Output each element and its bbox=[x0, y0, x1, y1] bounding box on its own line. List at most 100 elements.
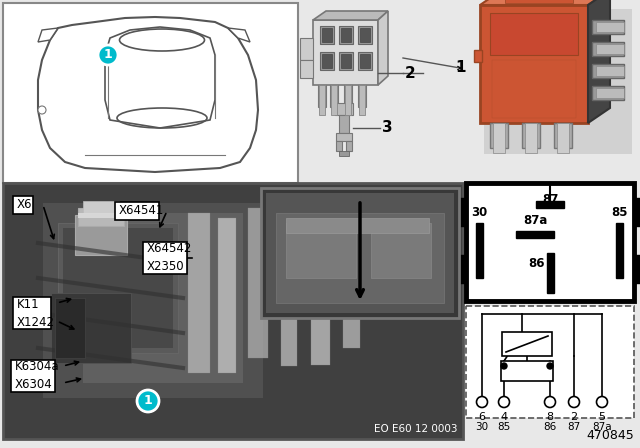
Bar bbox=[547, 253, 554, 293]
Bar bbox=[505, 0, 573, 3]
Circle shape bbox=[501, 363, 507, 369]
Bar bbox=[525, 123, 537, 153]
Bar bbox=[490, 123, 508, 148]
Circle shape bbox=[568, 396, 579, 408]
Text: 3: 3 bbox=[382, 121, 392, 135]
Bar bbox=[188, 213, 210, 373]
Polygon shape bbox=[228, 28, 250, 42]
Text: 4: 4 bbox=[500, 412, 508, 422]
Circle shape bbox=[38, 106, 46, 114]
Text: 8: 8 bbox=[547, 412, 554, 422]
Bar bbox=[490, 13, 578, 55]
Bar bbox=[320, 52, 334, 70]
Bar bbox=[43, 203, 263, 398]
Bar bbox=[466, 183, 634, 301]
Bar bbox=[143, 242, 187, 274]
Text: 470845: 470845 bbox=[586, 429, 634, 442]
Bar bbox=[592, 64, 624, 78]
Bar bbox=[360, 28, 370, 42]
Bar bbox=[339, 26, 353, 44]
Bar bbox=[634, 255, 640, 283]
Text: 87a: 87a bbox=[523, 214, 547, 227]
Bar bbox=[516, 231, 554, 238]
Bar bbox=[339, 52, 353, 70]
Bar bbox=[341, 54, 351, 68]
PathPatch shape bbox=[38, 17, 258, 172]
Text: 6: 6 bbox=[479, 412, 486, 422]
Bar bbox=[360, 54, 370, 68]
Bar bbox=[335, 103, 353, 115]
Bar bbox=[476, 223, 483, 278]
Bar bbox=[115, 202, 159, 220]
Bar bbox=[359, 85, 365, 115]
Text: 5: 5 bbox=[598, 412, 605, 422]
Bar bbox=[484, 9, 632, 154]
Bar bbox=[55, 298, 85, 358]
Bar bbox=[450, 198, 466, 226]
Circle shape bbox=[596, 396, 607, 408]
Text: 30: 30 bbox=[476, 422, 488, 432]
Bar bbox=[313, 20, 378, 85]
Bar bbox=[466, 306, 634, 418]
Bar bbox=[336, 133, 352, 141]
Bar bbox=[371, 223, 431, 278]
Bar bbox=[345, 85, 351, 115]
Circle shape bbox=[545, 396, 556, 408]
Bar bbox=[248, 208, 268, 358]
Text: 85: 85 bbox=[497, 422, 511, 432]
Bar bbox=[320, 26, 334, 44]
Bar bbox=[592, 42, 624, 56]
Bar bbox=[331, 85, 337, 115]
Bar bbox=[261, 188, 459, 318]
Text: X64542
X2350: X64542 X2350 bbox=[147, 242, 193, 273]
Polygon shape bbox=[588, 0, 610, 123]
Bar bbox=[358, 52, 372, 70]
Text: 86: 86 bbox=[529, 257, 545, 270]
Bar bbox=[322, 28, 332, 42]
Bar bbox=[592, 20, 624, 34]
Bar bbox=[58, 223, 178, 353]
Bar bbox=[336, 141, 342, 151]
Bar bbox=[300, 60, 313, 78]
Bar bbox=[480, 5, 588, 123]
Text: 87: 87 bbox=[542, 193, 558, 206]
Bar bbox=[344, 85, 352, 107]
Text: 87: 87 bbox=[568, 422, 580, 432]
Circle shape bbox=[477, 396, 488, 408]
Bar bbox=[3, 183, 463, 439]
Bar bbox=[286, 223, 356, 278]
Bar bbox=[311, 225, 330, 365]
Bar bbox=[474, 50, 482, 62]
Bar bbox=[300, 38, 313, 60]
Bar bbox=[450, 255, 466, 283]
Bar bbox=[339, 115, 349, 133]
Circle shape bbox=[98, 45, 118, 65]
Text: 1: 1 bbox=[143, 395, 152, 408]
PathPatch shape bbox=[105, 27, 215, 128]
Circle shape bbox=[137, 390, 159, 412]
Polygon shape bbox=[378, 11, 388, 85]
Polygon shape bbox=[480, 0, 610, 5]
Text: X64541: X64541 bbox=[119, 204, 164, 217]
Bar bbox=[358, 26, 372, 44]
Bar bbox=[554, 123, 572, 148]
Bar bbox=[341, 28, 351, 42]
Text: 87a: 87a bbox=[592, 422, 612, 432]
Bar bbox=[78, 213, 126, 218]
Text: K6304a
X6304: K6304a X6304 bbox=[15, 361, 60, 392]
Bar bbox=[3, 3, 298, 183]
Bar bbox=[358, 85, 366, 107]
Bar bbox=[592, 86, 624, 100]
Text: 2: 2 bbox=[405, 65, 416, 81]
Bar bbox=[501, 361, 553, 381]
Text: EO E60 12 0003: EO E60 12 0003 bbox=[374, 424, 458, 434]
Circle shape bbox=[499, 396, 509, 408]
Text: 1: 1 bbox=[455, 60, 465, 76]
Bar bbox=[63, 228, 173, 348]
Bar bbox=[11, 360, 55, 392]
Bar bbox=[83, 201, 119, 213]
Bar bbox=[319, 85, 325, 115]
Bar bbox=[218, 218, 236, 373]
Bar bbox=[492, 60, 576, 118]
Bar bbox=[493, 123, 505, 153]
